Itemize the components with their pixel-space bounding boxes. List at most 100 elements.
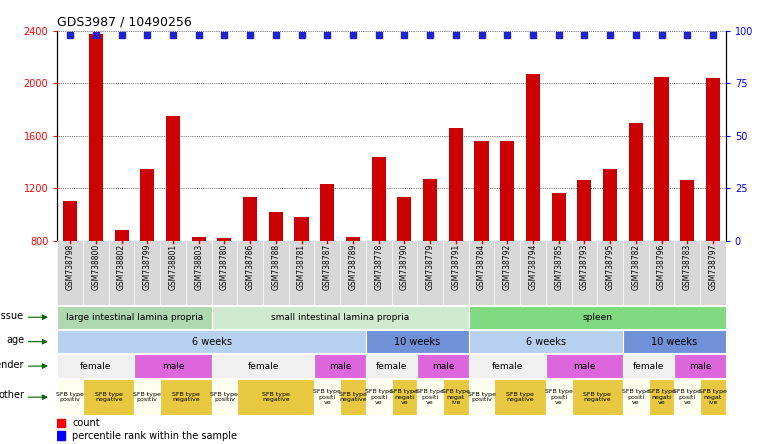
Text: SFB type
negative: SFB type negative: [339, 392, 367, 402]
Text: GSM738793: GSM738793: [580, 244, 589, 290]
Bar: [545, 354, 623, 378]
Text: GSM738783: GSM738783: [683, 244, 691, 290]
Point: [501, 32, 513, 39]
Text: SFB type
positi
ve: SFB type positi ve: [364, 389, 393, 405]
Text: large intestinal lamina propria: large intestinal lamina propria: [66, 313, 203, 322]
Point: [424, 32, 436, 39]
Bar: [474, 141, 489, 241]
Text: GDS3987 / 10490256: GDS3987 / 10490256: [57, 16, 192, 28]
Point: [475, 32, 487, 39]
Bar: [417, 379, 443, 415]
Text: GSM738781: GSM738781: [297, 244, 306, 290]
Bar: [417, 354, 468, 378]
Point: [244, 32, 256, 39]
Bar: [623, 330, 726, 353]
Point: [552, 32, 565, 39]
Text: GSM738797: GSM738797: [708, 244, 717, 290]
Bar: [243, 198, 257, 241]
Bar: [500, 141, 514, 241]
Text: SFB type
negat
ive: SFB type negat ive: [699, 389, 727, 405]
Point: [656, 32, 668, 39]
Point: [450, 32, 462, 39]
Bar: [675, 354, 726, 378]
Bar: [346, 237, 360, 241]
Text: SFB type
positi
ve: SFB type positi ve: [545, 389, 572, 405]
Bar: [166, 116, 180, 241]
Text: GSM738779: GSM738779: [426, 244, 435, 290]
Bar: [545, 379, 571, 415]
Text: 10 weeks: 10 weeks: [652, 337, 698, 347]
Text: male: male: [689, 361, 711, 371]
Text: SFB type
negative: SFB type negative: [172, 392, 200, 402]
Point: [630, 32, 642, 39]
Bar: [552, 194, 566, 241]
Text: small intestinal lamina propria: small intestinal lamina propria: [271, 313, 410, 322]
Bar: [603, 169, 617, 241]
Bar: [340, 379, 366, 415]
Point: [219, 32, 231, 39]
Bar: [83, 379, 134, 415]
Point: [398, 32, 410, 39]
Bar: [623, 379, 649, 415]
Point: [193, 32, 205, 39]
Bar: [57, 379, 83, 415]
Point: [707, 32, 719, 39]
Text: GSM738798: GSM738798: [66, 244, 75, 290]
Text: GSM738789: GSM738789: [348, 244, 358, 290]
Text: female: female: [80, 361, 112, 371]
Bar: [212, 354, 315, 378]
Text: female: female: [491, 361, 523, 371]
Text: SFB type
negati
ve: SFB type negati ve: [390, 389, 419, 405]
Text: 10 weeks: 10 weeks: [394, 337, 440, 347]
Point: [89, 32, 102, 39]
Bar: [192, 237, 206, 241]
Point: [604, 32, 617, 39]
Bar: [57, 354, 134, 378]
Text: SFB type
positi
ve: SFB type positi ve: [622, 389, 649, 405]
Text: GSM738782: GSM738782: [631, 244, 640, 290]
Bar: [494, 379, 545, 415]
Text: tissue: tissue: [0, 311, 24, 321]
Text: GSM738784: GSM738784: [477, 244, 486, 290]
Point: [373, 32, 385, 39]
Bar: [315, 354, 366, 378]
Text: percentile rank within the sample: percentile rank within the sample: [72, 431, 237, 440]
Text: GSM738787: GSM738787: [322, 244, 332, 290]
Bar: [468, 330, 623, 353]
Bar: [571, 379, 623, 415]
Point: [115, 32, 128, 39]
Text: GSM738803: GSM738803: [194, 244, 203, 290]
Bar: [366, 379, 392, 415]
Bar: [675, 379, 700, 415]
Text: SFB type
positiv: SFB type positiv: [211, 392, 238, 402]
Bar: [315, 379, 340, 415]
Text: SFB type
negative: SFB type negative: [583, 392, 611, 402]
Bar: [134, 354, 212, 378]
Bar: [366, 330, 468, 353]
Text: GSM738801: GSM738801: [169, 244, 177, 290]
Bar: [423, 179, 437, 241]
Bar: [448, 128, 463, 241]
Text: 6 weeks: 6 weeks: [192, 337, 231, 347]
Point: [270, 32, 282, 39]
Text: GSM738780: GSM738780: [220, 244, 229, 290]
Bar: [392, 379, 417, 415]
Text: SFB type
negati
ve: SFB type negati ve: [648, 389, 675, 405]
Bar: [115, 230, 128, 241]
Text: SFB type
positi
ve: SFB type positi ve: [673, 389, 701, 405]
Bar: [238, 379, 315, 415]
Text: GSM738800: GSM738800: [92, 244, 100, 290]
Text: GSM738778: GSM738778: [374, 244, 384, 290]
Text: male: male: [432, 361, 455, 371]
Point: [578, 32, 591, 39]
Text: SFB type
positiv: SFB type positiv: [468, 392, 496, 402]
Bar: [706, 78, 720, 241]
Point: [321, 32, 333, 39]
Text: female: female: [248, 361, 279, 371]
Bar: [134, 379, 160, 415]
Text: female: female: [376, 361, 407, 371]
Bar: [57, 419, 64, 427]
Text: count: count: [72, 418, 99, 428]
Text: gender: gender: [0, 360, 24, 370]
Bar: [649, 379, 675, 415]
